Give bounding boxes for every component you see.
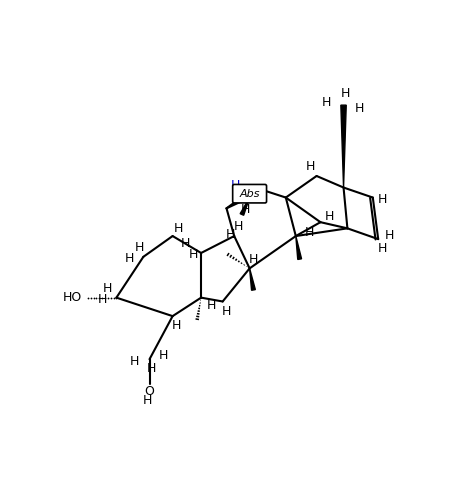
- Polygon shape: [240, 198, 249, 215]
- Text: H: H: [147, 362, 156, 375]
- Text: H: H: [376, 194, 386, 206]
- Text: H: H: [188, 248, 198, 261]
- FancyBboxPatch shape: [232, 184, 266, 203]
- Text: H: H: [384, 229, 393, 242]
- Text: H: H: [221, 305, 231, 318]
- Text: H: H: [158, 349, 168, 362]
- Text: H: H: [225, 228, 235, 241]
- Text: Abs: Abs: [239, 188, 259, 199]
- Text: H: H: [241, 203, 250, 216]
- Text: H: H: [321, 96, 330, 109]
- Text: H: H: [233, 220, 242, 233]
- Text: H: H: [129, 355, 139, 368]
- Text: H: H: [230, 179, 240, 193]
- Text: H: H: [305, 160, 314, 173]
- Text: H: H: [98, 293, 107, 306]
- Text: H: H: [181, 237, 190, 250]
- Text: H: H: [206, 299, 215, 312]
- Text: H: H: [102, 282, 112, 295]
- Text: H: H: [353, 102, 363, 115]
- Text: H: H: [171, 319, 181, 332]
- Text: H: H: [142, 394, 151, 407]
- Polygon shape: [340, 105, 346, 187]
- Text: H: H: [304, 226, 313, 239]
- Text: H: H: [341, 87, 350, 100]
- Text: HO: HO: [62, 291, 82, 304]
- Text: H: H: [134, 241, 144, 254]
- Text: H: H: [376, 242, 386, 255]
- Polygon shape: [249, 268, 255, 290]
- Text: H: H: [248, 253, 257, 266]
- Text: H: H: [174, 222, 183, 235]
- Text: O: O: [144, 385, 154, 398]
- Text: H: H: [325, 210, 334, 223]
- Polygon shape: [295, 236, 301, 260]
- Text: H: H: [124, 252, 134, 265]
